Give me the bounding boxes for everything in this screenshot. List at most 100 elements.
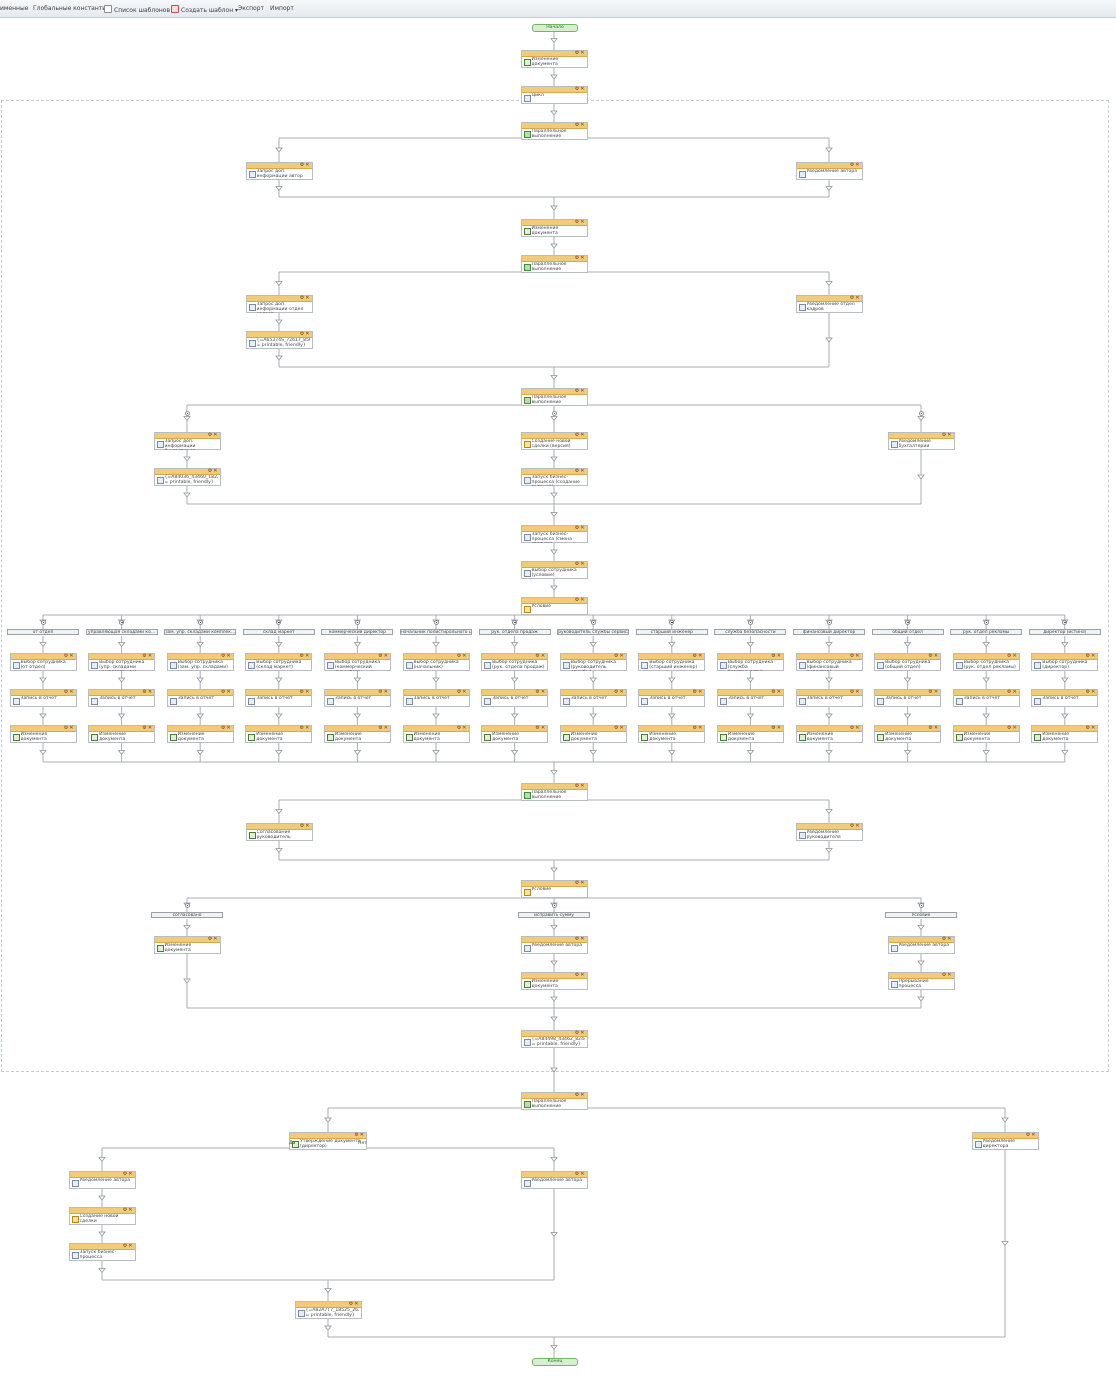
activity-block[interactable]: ⚙✕ Изменение документа: [520, 50, 588, 68]
activity-block[interactable]: ⚙✕ Выбор сотрудника (от отдел): [9, 653, 77, 671]
activity-block[interactable]: ⚙✕ Запрос доп. информации бухгалтерия: [153, 432, 221, 450]
block-settings-close-icon[interactable]: ⚙✕: [941, 432, 953, 438]
block-settings-close-icon[interactable]: ⚙✕: [771, 653, 782, 659]
activity-block[interactable]: ⚙✕ Запись в отчет: [245, 689, 313, 707]
collapse-branch-icon[interactable]: [590, 619, 596, 625]
block-settings-close-icon[interactable]: ⚙✕: [299, 162, 311, 168]
end-node[interactable]: Конец: [532, 1358, 578, 1366]
block-settings-close-icon[interactable]: ⚙✕: [378, 689, 389, 695]
block-settings-close-icon[interactable]: ⚙✕: [299, 331, 311, 337]
activity-block[interactable]: ⚙✕Выбор сотрудника (коммерческий директо…: [323, 653, 391, 671]
block-settings-close-icon[interactable]: ⚙✕: [574, 388, 586, 394]
activity-block[interactable]: ⚙✕ Выбор сотрудника (начальник): [402, 653, 470, 671]
block-settings-close-icon[interactable]: ⚙✕: [535, 725, 547, 731]
activity-block[interactable]: ⚙✕ Изменение документа: [88, 725, 156, 743]
block-settings-close-icon[interactable]: ⚙✕: [299, 653, 311, 659]
block-settings-close-icon[interactable]: ⚙✕: [771, 689, 782, 695]
activity-block[interactable]: ⚙✕ Запись в отчет: [166, 689, 234, 707]
activity-block[interactable]: ⚙✕Запуск бизнес-процесса (смена статуса): [520, 525, 588, 543]
block-settings-close-icon[interactable]: ⚙✕: [574, 972, 586, 978]
collapse-branch-icon[interactable]: [184, 902, 190, 908]
block-settings-close-icon[interactable]: ⚙✕: [221, 653, 232, 659]
activity-block[interactable]: ⚙✕ Уведомление автора: [887, 936, 955, 954]
activity-block[interactable]: ⚙✕ Запись в отчет: [559, 689, 627, 707]
activity-block[interactable]: ⚙✕ Запись в отчет: [9, 689, 77, 707]
activity-block[interactable]: ⚙✕Выбор сотрудника (служба безопасности): [716, 653, 784, 671]
block-settings-close-icon[interactable]: ⚙✕: [574, 597, 586, 603]
block-settings-close-icon[interactable]: ⚙✕: [614, 725, 625, 731]
collapse-branch-icon[interactable]: [918, 410, 924, 416]
condition-branch-label[interactable]: директор (истина): [1028, 629, 1101, 635]
activity-block[interactable]: ⚙✕ Утверждение документа (директор): [289, 1132, 367, 1150]
block-settings-close-icon[interactable]: ⚙✕: [122, 1207, 134, 1213]
collapse-branch-icon[interactable]: [354, 619, 360, 625]
activity-block[interactable]: ⚙✕ Выбор сотрудника (рук. отдела продаж): [481, 653, 549, 671]
collapse-branch-icon[interactable]: [1062, 619, 1068, 625]
activity-block[interactable]: ⚙✕ Запись в отчет: [874, 689, 942, 707]
condition-branch-label[interactable]: руководитель службы сервиса: [557, 629, 630, 635]
activity-block[interactable]: ⚙✕Выбор сотрудника (упр. складами компле…: [88, 653, 156, 671]
block-settings-close-icon[interactable]: ⚙✕: [849, 295, 861, 301]
block-settings-close-icon[interactable]: ⚙✕: [1025, 1132, 1037, 1138]
toolbar-item-export[interactable]: Экспорт: [238, 5, 265, 12]
activity-block[interactable]: ⚙✕ Изменение документа: [402, 725, 470, 743]
collapse-branch-icon[interactable]: [669, 619, 675, 625]
block-settings-close-icon[interactable]: ⚙✕: [574, 1171, 586, 1177]
activity-block[interactable]: ⚙✕ Изменение документа: [481, 725, 549, 743]
condition-branch-label[interactable]: рук. отдел рекламы: [950, 629, 1023, 635]
block-settings-close-icon[interactable]: ⚙✕: [299, 295, 311, 301]
toolbar-item-template-list[interactable]: Список шаблонов: [104, 5, 170, 14]
condition-branch-label[interactable]: Условие: [885, 912, 957, 918]
activity-block[interactable]: ⚙✕ Изменение документа: [245, 725, 313, 743]
activity-block[interactable]: ⚙✕{=A84036_43460_18226_417… = printable,…: [153, 468, 221, 486]
condition-branch-label[interactable]: финансовый директор: [793, 629, 865, 635]
block-settings-close-icon[interactable]: ⚙✕: [928, 653, 940, 659]
block-settings-close-icon[interactable]: ⚙✕: [456, 653, 468, 659]
activity-block[interactable]: ⚙✕ Запись в отчет: [795, 689, 863, 707]
condition-branch-label[interactable]: исправить сумму: [518, 912, 590, 918]
block-settings-close-icon[interactable]: ⚙✕: [574, 219, 586, 225]
collapse-branch-icon[interactable]: [40, 619, 46, 625]
activity-block[interactable]: ⚙✕ Выбор сотрудника (условие): [520, 561, 588, 579]
activity-block[interactable]: ⚙✕ Выбор сотрудника (общий отдел): [874, 653, 942, 671]
condition-branch-label[interactable]: склад маркет: [242, 629, 315, 635]
activity-block[interactable]: ⚙✕ Уведомление автора: [68, 1171, 136, 1189]
block-settings-close-icon[interactable]: ⚙✕: [354, 1132, 365, 1138]
block-settings-close-icon[interactable]: ⚙✕: [299, 725, 311, 731]
block-settings-close-icon[interactable]: ⚙✕: [692, 725, 704, 731]
block-settings-close-icon[interactable]: ⚙✕: [456, 689, 468, 695]
block-settings-close-icon[interactable]: ⚙✕: [207, 468, 219, 474]
activity-block[interactable]: ⚙✕ Запись в отчет: [481, 689, 549, 707]
block-settings-close-icon[interactable]: ⚙✕: [574, 122, 586, 128]
block-settings-close-icon[interactable]: ⚙✕: [63, 725, 75, 731]
activity-block[interactable]: ⚙✕ Изменение документа: [952, 725, 1020, 743]
collapse-branch-icon[interactable]: [918, 902, 924, 908]
block-settings-close-icon[interactable]: ⚙✕: [574, 525, 586, 531]
block-settings-close-icon[interactable]: ⚙✕: [849, 823, 861, 829]
collapse-branch-icon[interactable]: [905, 619, 911, 625]
block-settings-close-icon[interactable]: ⚙✕: [574, 880, 586, 886]
block-settings-close-icon[interactable]: ⚙✕: [1085, 653, 1097, 659]
condition-branch-label[interactable]: начальник полистирольного ц…: [400, 629, 472, 635]
block-settings-close-icon[interactable]: ⚙✕: [142, 725, 154, 731]
activity-block[interactable]: ⚙✕ Запуск бизнес-процесса: [68, 1243, 136, 1261]
block-settings-close-icon[interactable]: ⚙✕: [849, 725, 861, 731]
block-settings-close-icon[interactable]: ⚙✕: [63, 689, 75, 695]
block-settings-close-icon[interactable]: ⚙✕: [574, 432, 586, 438]
condition-branch-label[interactable]: зам. упр. складами комплек…: [164, 629, 237, 635]
activity-block[interactable]: ⚙✕{=A84498_43462_82440_222… = printable,…: [520, 1030, 588, 1048]
activity-block[interactable]: ⚙✕ Изменение документа: [795, 725, 863, 743]
block-settings-close-icon[interactable]: ⚙✕: [574, 1092, 586, 1098]
activity-block[interactable]: ⚙✕ Выбор сотрудника (зам. упр. складами): [166, 653, 234, 671]
block-settings-close-icon[interactable]: ⚙✕: [574, 86, 586, 92]
activity-block[interactable]: ⚙✕ Параллельное выполнение: [520, 122, 588, 140]
activity-block[interactable]: ⚙✕ Изменение документа: [520, 972, 588, 990]
activity-block[interactable]: ⚙✕ Изменение документа: [520, 219, 588, 237]
block-settings-close-icon[interactable]: ⚙✕: [299, 689, 311, 695]
activity-block[interactable]: ⚙✕ Параллельное выполнение: [520, 388, 588, 406]
block-settings-close-icon[interactable]: ⚙✕: [378, 725, 389, 731]
block-settings-close-icon[interactable]: ⚙✕: [122, 1243, 134, 1249]
block-settings-close-icon[interactable]: ⚙✕: [574, 936, 586, 942]
collapse-branch-icon[interactable]: [184, 410, 190, 416]
activity-block[interactable]: ⚙✕ Выбор сотрудника (рук. отдел рекламы): [952, 653, 1020, 671]
